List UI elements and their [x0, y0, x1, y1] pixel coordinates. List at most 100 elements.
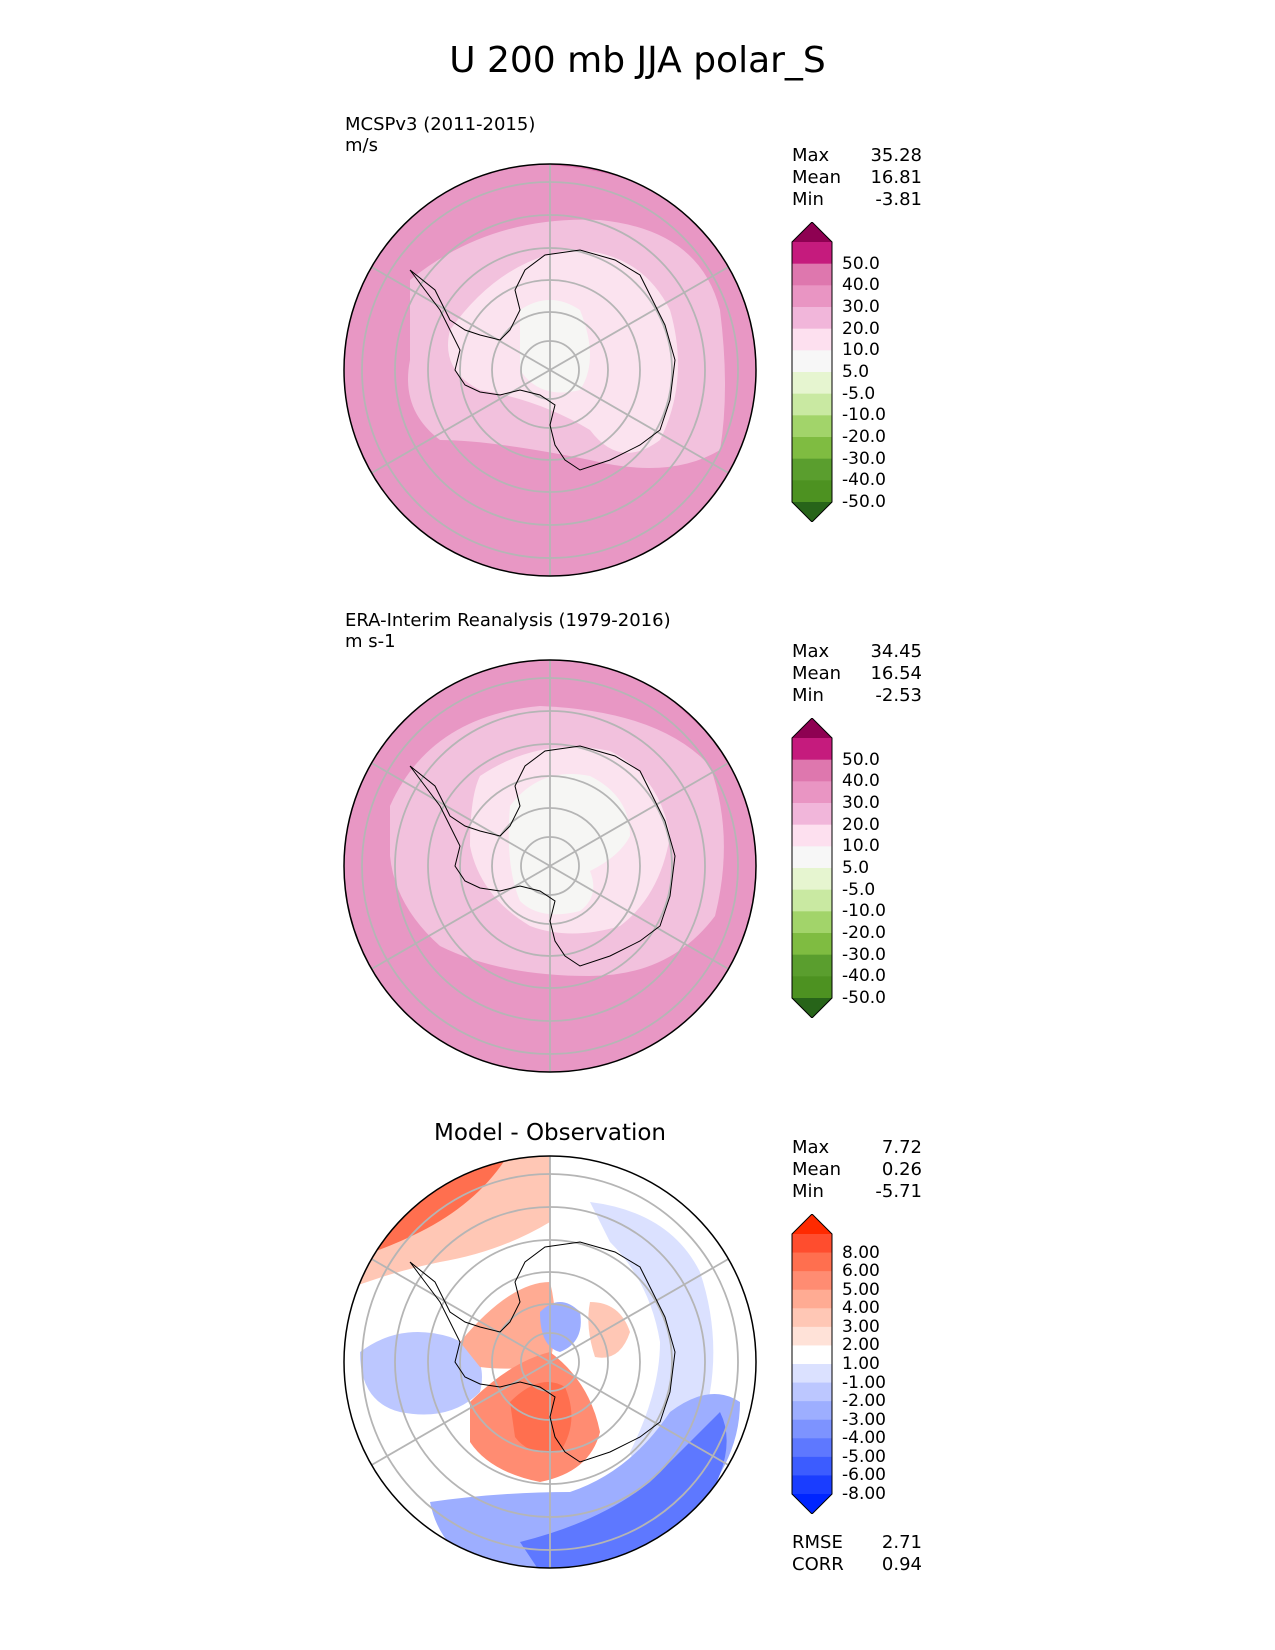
colorbar-swatch: [792, 1382, 832, 1402]
panel2-stat-label: Max: [792, 641, 830, 662]
colorbar-swatch: [792, 437, 832, 460]
panel1-stat-label: Min: [792, 189, 824, 210]
colorbar-outline: [791, 718, 833, 1018]
colorbar-swatch: [792, 1345, 832, 1365]
panel2-stats: Max 34.45 Mean 16.54 Min -2.53: [792, 641, 922, 707]
panel2-map: [343, 659, 757, 1073]
colorbar-outline: [791, 1214, 833, 1514]
colorbar-swatch: [792, 759, 832, 782]
colorbar-tick-label: 6.00: [842, 1261, 880, 1282]
panel1-coastline: [409, 249, 676, 471]
panel3-rmse-label: RMSE: [792, 1532, 843, 1553]
panel3-coastline: [409, 1241, 676, 1463]
panel1-stat-value: 35.28: [870, 145, 922, 166]
panel1-map: [343, 163, 757, 577]
colorbar-swatch: [792, 1401, 832, 1421]
colorbar-tick-label: -10.0: [842, 901, 886, 922]
colorbar-swatch: [792, 933, 832, 956]
colorbar-swatch: [792, 1438, 832, 1458]
panel2-stat-value: 16.54: [870, 663, 922, 684]
colorbar-tick-label: 50.0: [842, 749, 880, 770]
colorbar-swatch: [792, 1326, 832, 1346]
panel3-stat-label: Min: [792, 1181, 824, 1202]
colorbar-swatch: [792, 1271, 832, 1291]
panel3-fill-minus-2: [360, 1332, 482, 1415]
colorbar-tick-label: 20.0: [842, 814, 880, 835]
panel1-stat-label: Max: [792, 145, 830, 166]
colorbar-tick-label: 4.00: [842, 1298, 880, 1319]
colorbar-tick-label: 50.0: [842, 253, 880, 274]
colorbar-swatch: [792, 328, 832, 351]
panel1-map-boundary: [343, 163, 757, 577]
colorbar-tick-label: -50.0: [842, 492, 886, 512]
panel3-map: [343, 1155, 757, 1569]
colorbar-swatch: [792, 1494, 832, 1514]
panel3-extra-stats: RMSE 2.71 CORR 0.94: [792, 1532, 922, 1576]
panel3-fill-plus-3: [460, 1282, 555, 1369]
panel3-stat-value: -5.71: [875, 1181, 922, 1202]
colorbar-tick-label: 40.0: [842, 771, 880, 792]
panel3-rmse-value: 2.71: [881, 1532, 922, 1553]
colorbar-swatch: [792, 889, 832, 912]
colorbar-swatch: [792, 718, 832, 738]
panel3-colorbar-labels: 8.00 6.00 5.00 4.00 3.00 2.00 1.00 -1.00 -2.00 -3…: [842, 1214, 912, 1514]
panel2-header: ERA-Interim Reanalysis (1979-2016) m s-1: [345, 610, 671, 652]
colorbar-swatch: [792, 307, 832, 330]
colorbar-swatch: [792, 1308, 832, 1328]
colorbar-swatch: [792, 824, 832, 847]
colorbar-tick-label: 40.0: [842, 275, 880, 296]
colorbar-swatch: [792, 242, 832, 265]
panel3-map-boundary: [343, 1155, 757, 1569]
panel2-stat-label: Min: [792, 685, 824, 706]
colorbar-swatch: [792, 480, 832, 503]
panel3-title: Model - Observation: [433, 1120, 667, 1146]
colorbar-swatch: [792, 1234, 832, 1254]
panel2-stat-value: 34.45: [870, 641, 922, 662]
panel1-stats: Max 35.28 Mean 16.81 Min -3.81: [792, 145, 922, 211]
panel2-colorbar: [791, 718, 833, 1018]
colorbar-tick-label: -5.0: [842, 383, 876, 404]
colorbar-swatch: [792, 1364, 832, 1384]
colorbar-tick-label: 5.0: [842, 362, 870, 382]
panel3-fill-plus-5-center: [510, 1382, 572, 1453]
colorbar-tick-label: 8.00: [842, 1242, 880, 1263]
panel3-corr-value: 0.94: [881, 1554, 922, 1575]
panel1-header: MCSPv3 (2011-2015) m/s: [345, 114, 535, 156]
colorbar-tick-label: -40.0: [842, 966, 886, 987]
panel1-colorbar: [791, 222, 833, 522]
colorbar-swatch: [792, 998, 832, 1018]
panel1-stat-value: -3.81: [875, 189, 922, 210]
colorbar-swatch: [792, 738, 832, 761]
panel2-coastline: [409, 745, 676, 967]
colorbar-swatch: [792, 803, 832, 826]
colorbar-tick-label: 10.0: [842, 836, 880, 857]
colorbar-tick-label: -5.00: [842, 1446, 886, 1467]
colorbar-swatch: [792, 1456, 832, 1476]
panel3-colorbar: [791, 1214, 833, 1514]
colorbar-swatch: [792, 350, 832, 373]
colorbar-tick-label: 20.0: [842, 318, 880, 339]
colorbar-tick-label: -1.00: [842, 1372, 886, 1393]
colorbar-swatch: [792, 393, 832, 416]
panel3-corr-label: CORR: [792, 1554, 844, 1575]
colorbar-tick-label: -8.00: [842, 1484, 886, 1504]
colorbar-tick-label: -10.0: [842, 405, 886, 426]
colorbar-swatch: [792, 285, 832, 308]
panel1-title: MCSPv3 (2011-2015): [345, 114, 536, 135]
colorbar-tick-label: -20.0: [842, 427, 886, 447]
panel1-units: m/s: [345, 135, 378, 156]
colorbar-swatch: [792, 263, 832, 286]
colorbar-swatch: [792, 1252, 832, 1272]
colorbar-swatch: [792, 976, 832, 999]
colorbar-swatch: [792, 846, 832, 869]
colorbar-tick-label: -4.00: [842, 1428, 886, 1449]
colorbar-tick-label: 5.00: [842, 1279, 880, 1300]
panel1-graticule: [361, 164, 739, 576]
colorbar-tick-label: 2.00: [842, 1335, 880, 1356]
colorbar-swatch: [792, 954, 832, 977]
colorbar-outline: [791, 222, 833, 522]
colorbar-swatch: [792, 1289, 832, 1309]
colorbar-swatch: [792, 868, 832, 891]
panel3-stat-label: Max: [792, 1137, 830, 1158]
panel2-stat-value: -2.53: [875, 685, 922, 706]
